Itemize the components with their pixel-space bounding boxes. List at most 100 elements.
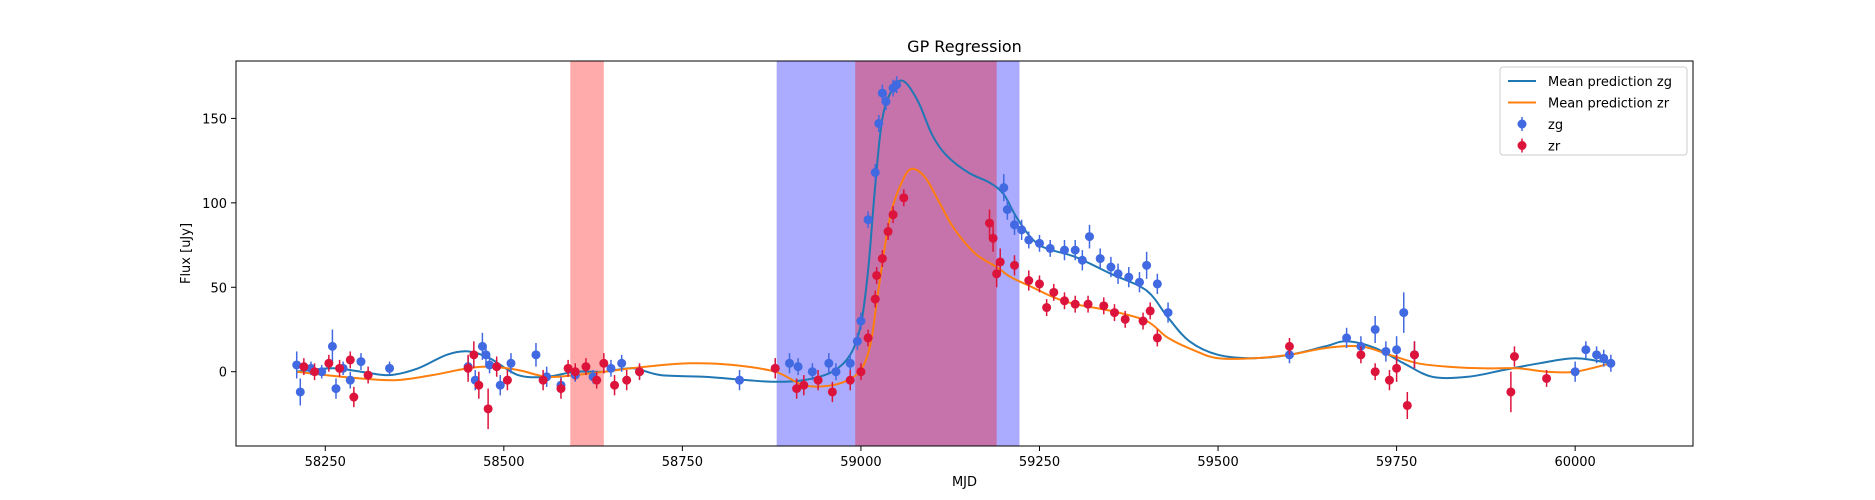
data-point [992,269,1002,279]
data-point [852,336,862,346]
data-point [1152,333,1162,343]
data-point [1002,205,1012,215]
data-point [813,375,823,385]
data-point [1570,367,1580,377]
data-point [331,384,341,394]
data-point [1506,387,1516,397]
data-point [881,97,891,107]
legend-item-zr: zr [1517,138,1561,155]
data-point [807,367,817,377]
data-point [324,358,334,368]
data-point [1099,301,1109,311]
data-point [1024,276,1034,286]
data-point [827,387,837,397]
legend-label: Mean prediction zg [1548,75,1672,90]
data-point [531,350,541,360]
data-point [1284,341,1294,351]
legend-label: zr [1548,140,1561,155]
data-point [845,358,855,368]
data-point [1370,367,1380,377]
data-point [570,367,580,377]
data-point [485,360,495,370]
data-point [883,227,893,237]
data-point [863,333,873,343]
data-point [492,362,502,372]
data-point [1034,279,1044,289]
data-point [495,380,505,390]
series-zr [299,189,1552,430]
data-point [999,183,1009,193]
data-point [1045,243,1055,253]
data-point [1134,277,1144,287]
data-point [799,380,809,390]
data-point [1077,255,1087,265]
data-point [1009,260,1019,270]
data-point [984,218,994,228]
data-point [1606,358,1616,368]
data-point [877,254,887,264]
plot-frame [235,60,1694,447]
data-point [469,350,479,360]
legend-label: Mean prediction zr [1548,97,1670,112]
legend-item-zg: zg [1517,117,1563,133]
data-point [474,380,484,390]
data-point [335,363,345,373]
data-point [1049,287,1059,297]
data-point [1592,350,1602,360]
data-point [1392,363,1402,373]
data-point [581,362,591,372]
data-point [1581,345,1591,355]
legend-box [1499,66,1688,156]
data-point [385,363,395,373]
data-point [1384,375,1394,385]
data-point [1163,308,1173,318]
y-tick-label: 150 [202,112,227,127]
data-point [995,257,1005,267]
data-point [345,375,355,385]
data-point [874,118,884,128]
data-point [481,350,491,360]
data-point [299,362,309,372]
data-point [356,357,366,367]
data-point [988,233,998,243]
x-tick-label: 59000 [840,455,881,470]
x-tick-label: 58750 [662,455,703,470]
data-point [888,210,898,220]
data-point [349,392,359,402]
observation-points [292,76,1616,430]
data-point [1599,353,1609,363]
data-point [463,363,473,373]
data-point [856,367,866,377]
x-axis: 58250 58500 58750 59000 59250 59500 59750 60000 [305,446,1596,470]
data-point [1034,238,1044,248]
data-point [785,358,795,368]
shaded-region [570,61,604,446]
data-point [877,88,887,98]
x-tick-label: 58250 [305,455,346,470]
data-point [1109,308,1119,318]
data-point [327,341,337,351]
y-tick-label: 50 [210,281,227,296]
data-point [1509,352,1519,362]
data-point [1402,400,1412,410]
data-point [599,358,609,368]
data-point [1392,345,1402,355]
data-point [1120,314,1130,324]
data-point [483,404,493,414]
series-zg [292,76,1616,406]
data-point [1152,279,1162,289]
data-point [1070,245,1080,255]
y-tick-label: 0 [219,366,227,381]
data-point [1342,333,1352,343]
x-tick-label: 59500 [1197,455,1238,470]
data-point [1124,272,1134,282]
data-point [1017,225,1027,235]
x-tick-label: 59750 [1376,455,1417,470]
x-tick-label: 60000 [1554,455,1595,470]
legend-swatch [1517,141,1527,150]
legend-item-mean-prediction-zg: Mean prediction zg [1508,75,1672,90]
data-point [610,380,620,390]
data-point [793,362,803,372]
data-point [824,358,834,368]
